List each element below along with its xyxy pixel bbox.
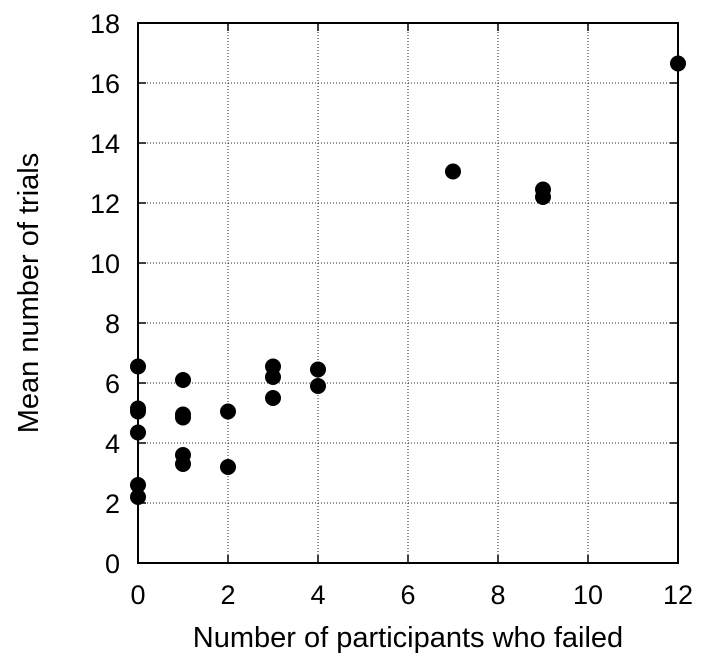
data-point [175, 372, 191, 388]
data-point [310, 361, 326, 378]
y-tick-labels: 0 2 4 6 8 10 12 14 16 18 [90, 9, 120, 579]
y-tick-label: 8 [105, 309, 120, 339]
data-point [265, 369, 281, 385]
y-tick-label: 12 [90, 189, 120, 219]
x-tick-label: 8 [490, 580, 505, 610]
data-point [310, 378, 326, 394]
grid [138, 23, 678, 563]
y-tick-label: 0 [105, 549, 120, 579]
y-tick-label: 4 [105, 429, 120, 459]
data-point [220, 459, 236, 475]
data-point [265, 390, 281, 406]
y-tick-label: 14 [90, 129, 120, 159]
x-tick-label: 10 [573, 580, 603, 610]
y-tick-label: 6 [105, 369, 120, 399]
y-tick-label: 16 [90, 69, 120, 99]
x-tick-label: 6 [400, 580, 415, 610]
data-point [175, 409, 191, 426]
x-tick-label: 2 [220, 580, 235, 610]
x-tick-label: 4 [310, 580, 325, 610]
data-point [220, 403, 236, 420]
x-tick-labels: 0 2 4 6 8 10 12 [130, 580, 693, 610]
plot-frame [137, 22, 679, 564]
y-tick-label: 18 [90, 9, 120, 39]
data-point [175, 456, 191, 472]
x-axis-label: Number of participants who failed [193, 622, 623, 654]
y-tick-label: 2 [105, 489, 120, 519]
y-axis-label: Mean number of trials [13, 153, 45, 433]
x-tick-label: 0 [130, 580, 145, 610]
data-point [535, 189, 551, 205]
y-tick-label: 10 [90, 249, 120, 279]
data-point [445, 163, 461, 180]
x-tick-label: 12 [663, 580, 693, 610]
